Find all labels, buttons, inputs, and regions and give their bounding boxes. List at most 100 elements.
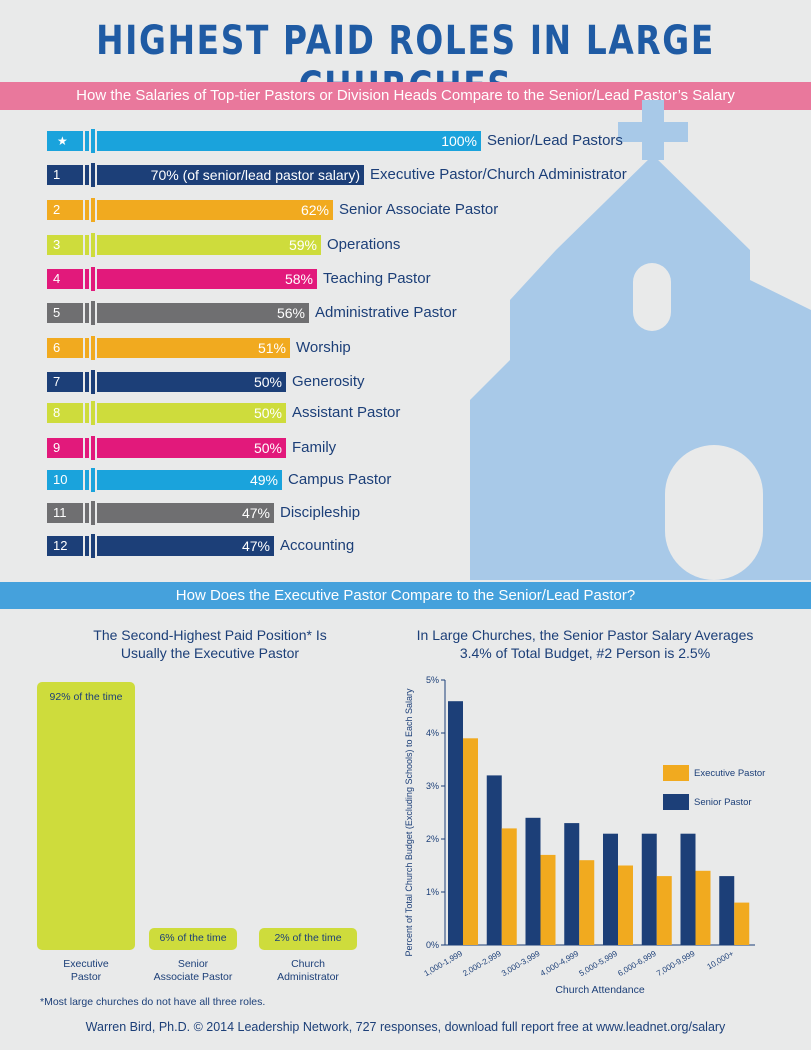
role-label: Discipleship xyxy=(280,504,361,521)
y-tick-label: 0% xyxy=(426,940,439,950)
role-label: Senior/Lead Pastors xyxy=(487,132,623,149)
role-rank-badge: 10 xyxy=(47,470,83,490)
position-label-line: Associate Pastor xyxy=(153,971,233,983)
role-tab xyxy=(91,163,95,187)
position-bar-label: Church Administrator xyxy=(249,958,367,984)
role-bar: 62% xyxy=(97,200,333,220)
role-bar: 59% xyxy=(97,235,321,255)
role-label: Campus Pastor xyxy=(288,471,392,488)
section2-title: How Does the Executive Pastor Compare to… xyxy=(175,587,636,604)
attendance-bar xyxy=(448,701,463,945)
role-separator xyxy=(85,503,89,523)
role-separator xyxy=(85,269,89,289)
credit-line: Warren Bird, Ph.D. © 2014 Leadership Net… xyxy=(85,1020,726,1034)
role-rank-badge: 11 xyxy=(47,503,83,523)
role-label: Family xyxy=(292,439,337,456)
role-bar: 100% xyxy=(97,131,481,151)
role-rank-badge: 2 xyxy=(47,200,83,220)
attendance-bar xyxy=(579,860,595,945)
x-axis-label: Church Attendance xyxy=(555,984,644,996)
y-axis-label: Percent of Total Church Budget (Excludin… xyxy=(404,688,414,956)
position-label-line: Administrator xyxy=(277,971,339,983)
footnote: *Most large churches do not have all thr… xyxy=(40,996,266,1008)
position-label-line: Senior xyxy=(177,958,209,970)
role-bar: 47% xyxy=(97,503,274,523)
attendance-bar xyxy=(719,876,735,945)
role-tab xyxy=(91,267,95,291)
role-tab xyxy=(91,401,95,425)
role-rank-badge: ★ xyxy=(47,131,83,151)
position-bar: 92% of the time xyxy=(37,682,135,950)
position-bar: 2% of the time xyxy=(259,928,357,950)
right-chart-title-line2: 3.4% of Total Budget, #2 Person is 2.5% xyxy=(459,645,711,661)
role-bar: 50% xyxy=(97,372,286,392)
attendance-bar xyxy=(564,823,580,945)
role-rank-badge: 12 xyxy=(47,536,83,556)
role-separator xyxy=(85,338,89,358)
role-bar: 47% xyxy=(97,536,274,556)
role-tab xyxy=(91,436,95,460)
left-chart-title-line2: Usually the Executive Pastor xyxy=(120,645,300,661)
attendance-bar xyxy=(501,828,517,945)
y-tick-label: 2% xyxy=(426,834,439,844)
attendance-bar xyxy=(540,854,556,945)
legend-label: Senior Pastor xyxy=(694,797,752,808)
role-tab xyxy=(91,233,95,257)
role-label: Executive Pastor/Church Administrator xyxy=(370,166,627,183)
y-tick-label: 3% xyxy=(426,781,439,791)
attendance-bar xyxy=(463,738,478,945)
legend-label: Executive Pastor xyxy=(694,768,765,779)
x-tick-label: 7,000-9,999 xyxy=(655,949,697,978)
role-label: Generosity xyxy=(292,373,365,390)
role-rank-badge: 3 xyxy=(47,235,83,255)
legend-swatch xyxy=(663,765,689,781)
role-tab xyxy=(91,534,95,558)
role-tab xyxy=(91,129,95,153)
role-label: Assistant Pastor xyxy=(292,404,401,421)
role-separator xyxy=(85,536,89,556)
position-bar-label: Executive Pastor xyxy=(27,958,145,984)
role-separator xyxy=(85,438,89,458)
y-tick-label: 1% xyxy=(426,887,439,897)
position-bar-value: 92% of the time xyxy=(49,691,123,703)
attendance-bar xyxy=(680,833,696,945)
position-label-line: Executive xyxy=(63,958,109,970)
left-chart-title: The Second-Highest Paid Position* Is Usu… xyxy=(40,626,380,662)
role-tab xyxy=(91,301,95,325)
position-bar-value: 6% of the time xyxy=(159,932,227,944)
role-label: Accounting xyxy=(280,537,355,554)
role-tab xyxy=(91,468,95,492)
role-tab xyxy=(91,370,95,394)
attendance-bar-chart: 0% 1% 2% 3% 4% 5% 1,000-1,9992,000-2,9993,000-… xyxy=(404,675,765,996)
role-separator xyxy=(85,372,89,392)
role-label: Administrative Pastor xyxy=(315,304,457,321)
role-separator xyxy=(85,303,89,323)
role-bar: 56% xyxy=(97,303,309,323)
role-separator xyxy=(85,403,89,423)
role-separator xyxy=(85,200,89,220)
left-chart-title-line1: The Second-Highest Paid Position* Is xyxy=(93,627,327,643)
role-rank-badge: 4 xyxy=(47,269,83,289)
x-tick-label: 1,000-1,999 xyxy=(423,949,465,978)
role-bar: 70% (of senior/lead pastor salary) xyxy=(97,165,364,185)
position-label-line: Church xyxy=(291,958,325,970)
role-rank-badge: 5 xyxy=(47,303,83,323)
role-label: Worship xyxy=(296,339,351,356)
position-bar-value: 2% of the time xyxy=(274,932,342,944)
subtitle: How the Salaries of Top-tier Pastors or … xyxy=(76,87,735,104)
section2-band: How Does the Executive Pastor Compare to… xyxy=(0,582,811,609)
role-label: Senior Associate Pastor xyxy=(339,201,499,218)
attendance-bar xyxy=(641,833,657,945)
role-rank-badge: 8 xyxy=(47,403,83,423)
x-tick-label: 5,000-5,999 xyxy=(578,949,620,978)
role-label: Operations xyxy=(327,236,401,253)
role-tab xyxy=(91,336,95,360)
role-separator xyxy=(85,165,89,185)
position-label-line: Pastor xyxy=(70,971,102,983)
attendance-bar xyxy=(486,775,502,945)
y-tick-label: 5% xyxy=(426,675,439,685)
church-illustration xyxy=(470,100,811,580)
role-rank-badge: 1 xyxy=(47,165,83,185)
x-tick-label: 6,000-6,999 xyxy=(616,949,658,978)
role-separator xyxy=(85,131,89,151)
